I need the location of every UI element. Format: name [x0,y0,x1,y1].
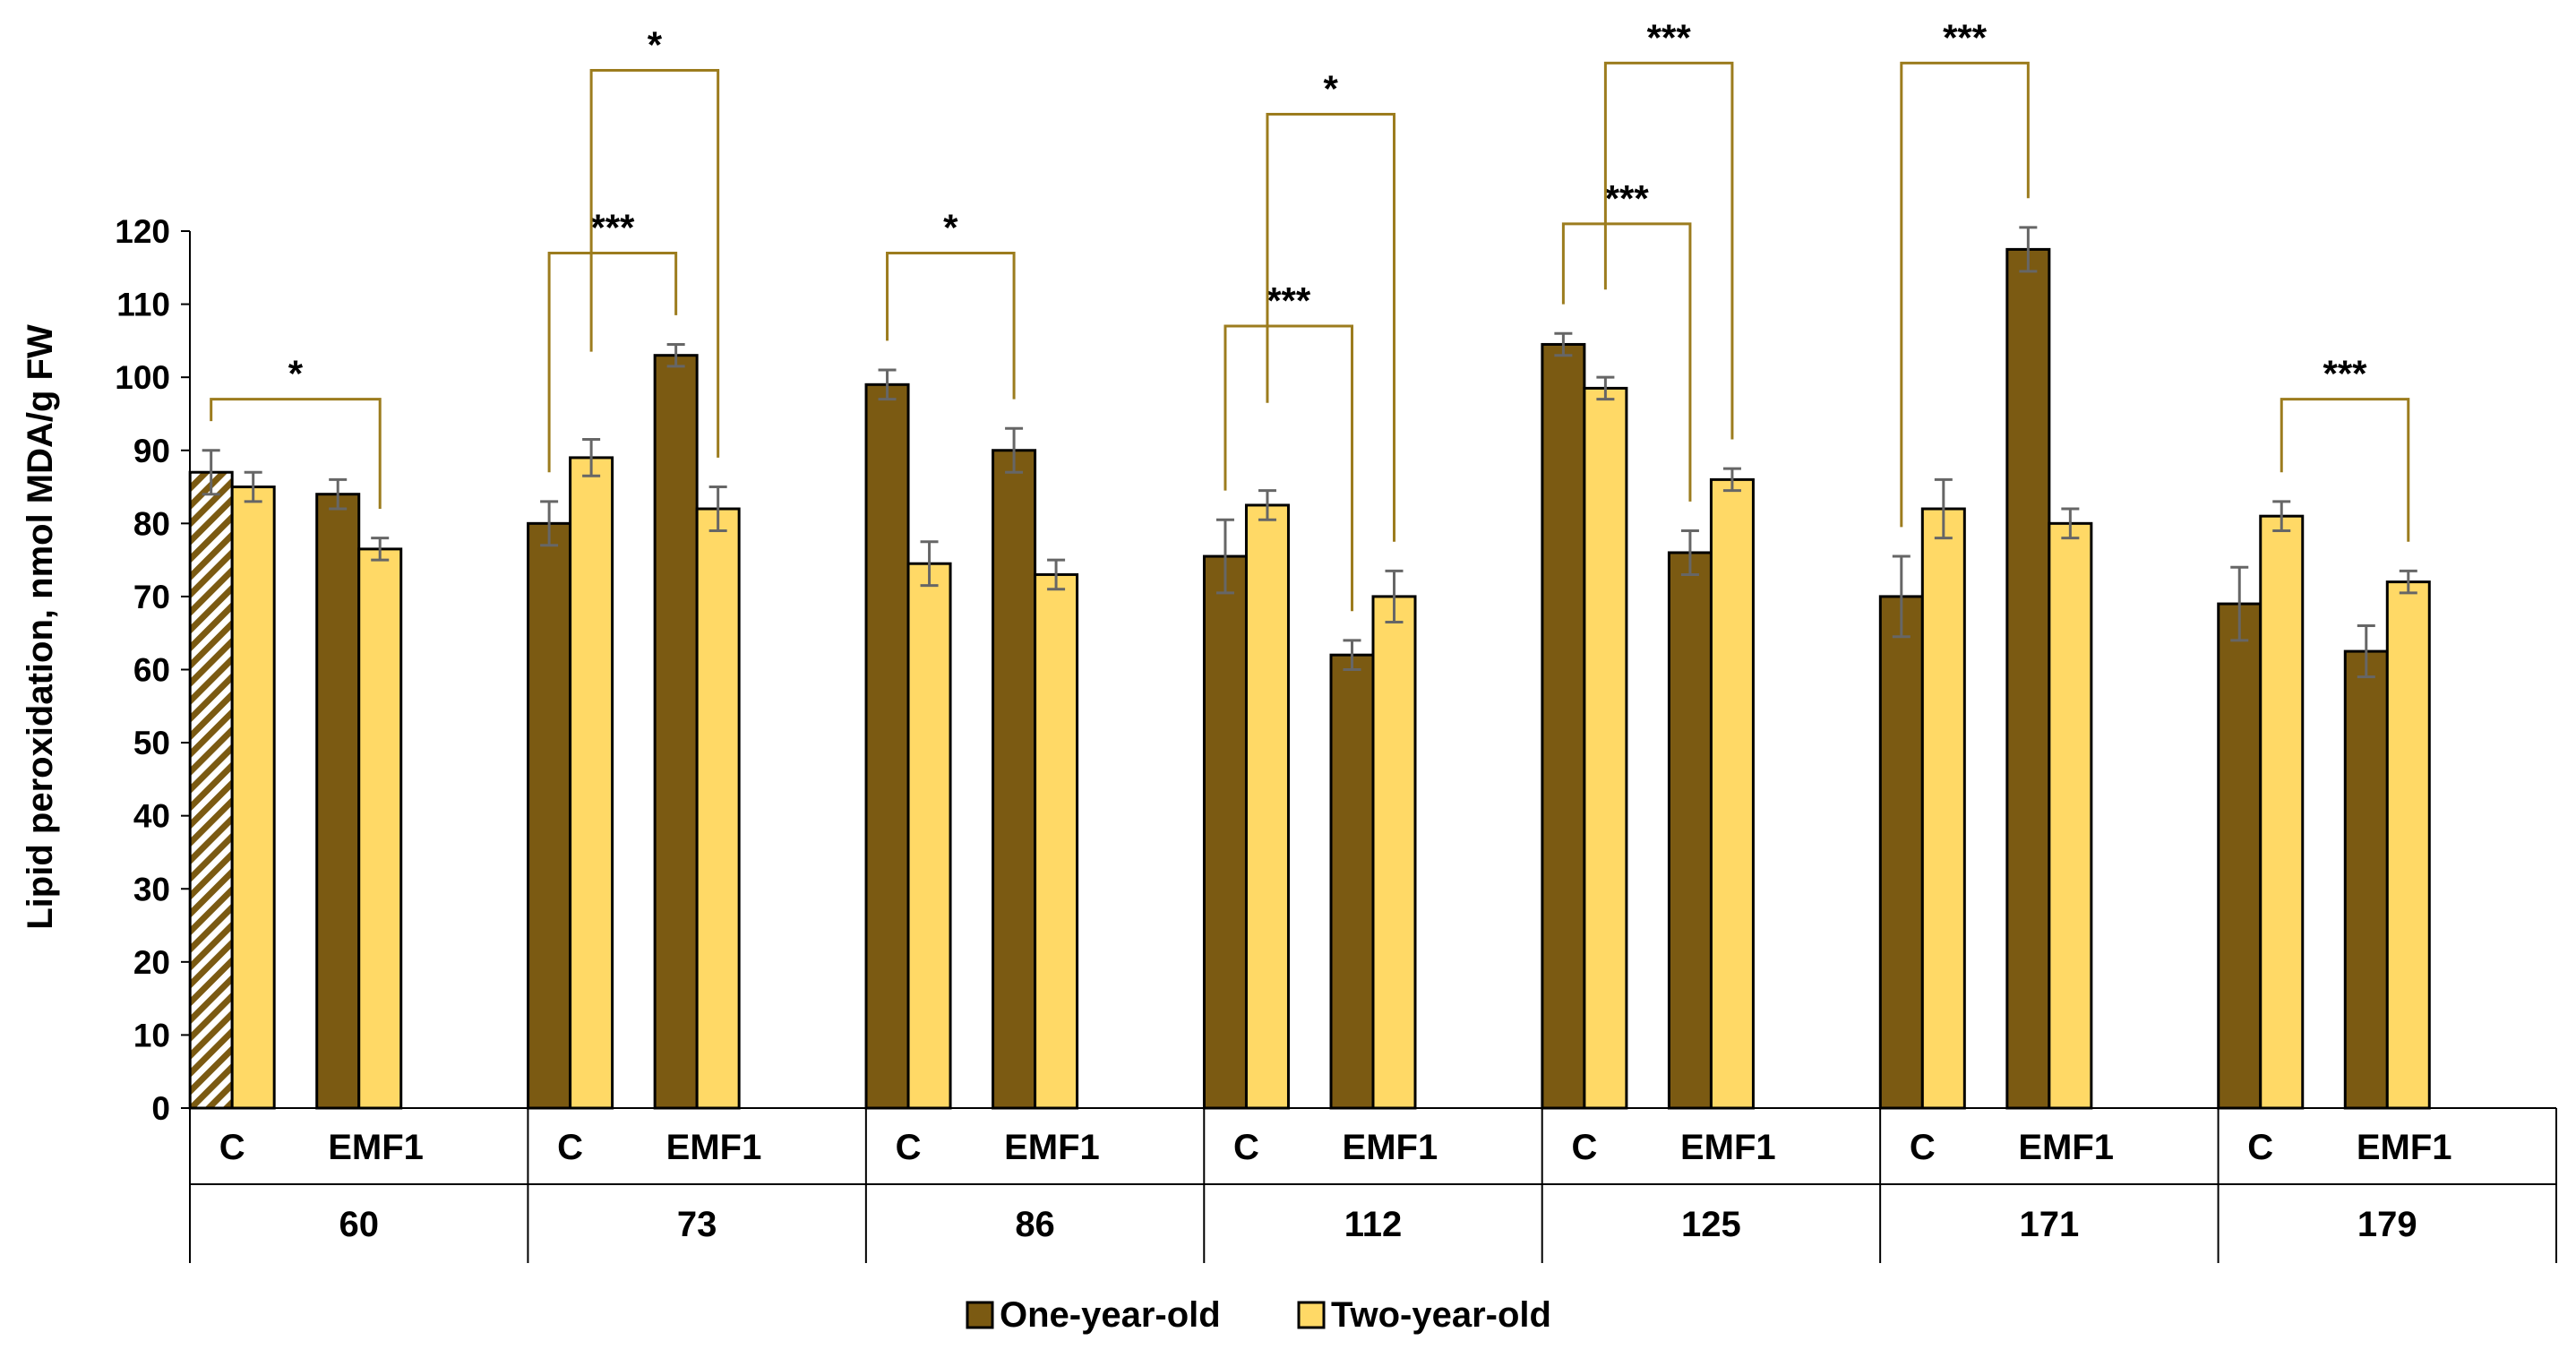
x-axis-categories: C EMF1 60 C EMF1 73 C EMF1 86 C EMF1 112 C EMF1 125 C EM… [189,1108,2557,1263]
bar-two-year-old [230,486,276,1110]
bar-two-year-old [569,456,614,1110]
bar-one-year-old [1667,551,1713,1110]
x-group-label: 73 [677,1205,717,1244]
y-tick-label: 60 [133,652,170,689]
legend-swatch-two-year-old [1297,1301,1326,1329]
bar-two-year-old [1244,503,1290,1110]
y-tick-label: 70 [133,579,170,615]
significance-label: * [1324,67,1339,109]
axes: 0 10 20 30 40 50 60 70 80 90 100 110 120 [115,213,2556,1127]
y-tick-label: 120 [115,213,170,250]
bar-one-year-old [315,493,361,1110]
x-subcategory-label: EMF1 [328,1128,424,1167]
significance-brackets: **************** ****** [210,16,2410,612]
legend-swatch-one-year-old [966,1301,994,1329]
significance-label: *** [1647,16,1692,58]
bar-two-year-old [357,547,403,1110]
x-subcategory-label: EMF1 [1343,1128,1438,1167]
bar-two-year-old [906,562,952,1110]
y-tick-label: 110 [116,287,170,323]
significance-bracket [2280,398,2410,542]
x-subcategory-label: EMF1 [1004,1128,1100,1167]
significance-bracket [210,398,382,510]
x-subcategory-label: C [219,1128,245,1167]
x-group-label: 86 [1015,1205,1055,1244]
x-subcategory-label: C [2247,1128,2273,1167]
bar-two-year-old [1034,572,1079,1110]
bar-one-year-old [2217,602,2263,1110]
bar-one-year-old [1878,595,1924,1110]
significance-bracket [1900,61,2030,528]
legend-label: Two-year-old [1331,1295,1551,1335]
y-tick-label: 40 [133,798,170,835]
x-group-label: 112 [1344,1205,1403,1244]
significance-bracket [1266,112,1395,542]
bar-two-year-old [1920,507,1966,1110]
significance-bracket [589,69,720,458]
bars [188,226,2431,1110]
y-tick-label: 100 [115,359,170,396]
bar-one-year-old [992,449,1037,1110]
x-subcategory-label: C [557,1128,583,1167]
x-group-label: 60 [339,1205,379,1244]
significance-bracket [1224,324,1353,612]
bar-one-year-old [2343,649,2389,1110]
x-subcategory-label: EMF1 [2357,1128,2452,1167]
x-subcategory-label: C [896,1128,922,1167]
significance-bracket [1603,61,1734,440]
bar-one-year-old [1329,653,1375,1110]
significance-bracket [1561,222,1692,502]
bar-two-year-old [2048,521,2093,1110]
x-subcategory-label: C [1571,1128,1597,1167]
y-axis-label: Lipid peroxidation, nmol MDA/g FW [21,324,60,930]
y-tick-label: 0 [151,1090,170,1127]
significance-label: * [648,24,663,66]
bar-two-year-old [1371,595,1417,1110]
x-subcategory-label: EMF1 [1680,1128,1776,1167]
x-group-label: 171 [2019,1205,2079,1244]
significance-label: *** [1267,279,1311,322]
y-tick-label: 50 [133,725,170,761]
legend-label: One-year-old [1000,1295,1221,1335]
bar-one-year-old [2005,247,2051,1110]
significance-label: *** [2323,353,2367,395]
significance-bracket [886,251,1016,400]
significance-label: *** [590,206,635,248]
y-tick-label: 20 [133,944,170,981]
bar-one-year-old [653,354,699,1110]
bar-two-year-old [1709,477,1755,1110]
y-tick-label: 80 [133,505,170,542]
significance-label: * [288,353,304,395]
x-subcategory-label: C [1233,1128,1259,1167]
bar-one-year-old [1541,342,1586,1110]
x-subcategory-label: EMF1 [2018,1128,2114,1167]
x-group-label: 179 [2357,1205,2417,1244]
significance-label: *** [1943,16,1988,58]
bar-two-year-old [2259,514,2305,1110]
significance-label: *** [1605,177,1650,219]
x-group-label: 125 [1681,1205,1741,1244]
x-subcategory-label: EMF1 [666,1128,762,1167]
y-tick-label: 90 [133,433,170,469]
x-subcategory-label: C [1910,1128,1936,1167]
y-tick-label: 10 [133,1017,170,1053]
significance-label: * [943,206,958,248]
legend: One-year-old Two-year-old [966,1295,1551,1335]
bar-one-year-old [1202,554,1248,1110]
y-tick-label: 30 [133,871,170,907]
bar-two-year-old [695,507,741,1110]
bar-one-year-old [188,470,234,1110]
significance-bracket [547,251,678,473]
bar-two-year-old [2385,580,2431,1110]
bar-one-year-old [527,521,572,1110]
bar-two-year-old [1583,386,1628,1110]
bar-one-year-old [864,382,910,1110]
